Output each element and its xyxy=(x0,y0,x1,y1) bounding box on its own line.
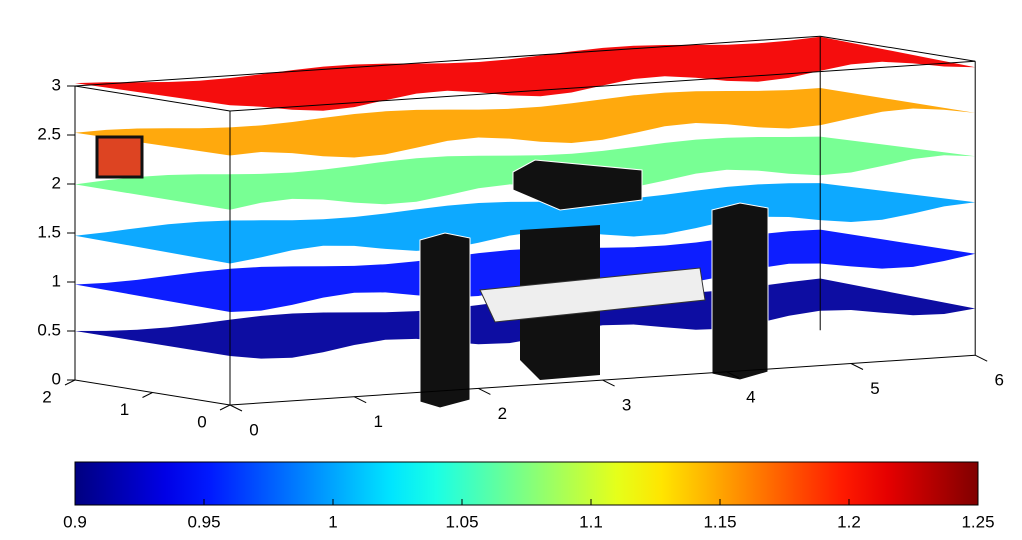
x-tick-label: 0 xyxy=(249,420,258,439)
x-tick xyxy=(478,388,490,394)
inlet xyxy=(97,137,142,177)
colorbar-tick-label: 1 xyxy=(328,512,337,531)
y-tick xyxy=(220,405,230,410)
colorbar-tick-label: 0.9 xyxy=(63,512,87,531)
y-tick-label: 0 xyxy=(197,412,206,431)
x-tick-label: 6 xyxy=(994,371,1003,390)
y-tick-label: 1 xyxy=(120,400,129,419)
x-tick-label: 5 xyxy=(870,379,879,398)
x-tick xyxy=(975,355,987,361)
y-tick xyxy=(143,393,153,398)
colorbar xyxy=(75,462,978,505)
z-tick-label: 1 xyxy=(52,271,61,290)
colorbar-tick-label: 0.95 xyxy=(187,512,220,531)
colorbar-tick-label: 1.1 xyxy=(579,512,603,531)
obstacle xyxy=(420,233,470,408)
z-tick-label: 1.5 xyxy=(37,222,61,241)
z-tick-label: 2 xyxy=(52,173,61,192)
z-tick-label: 2.5 xyxy=(37,124,61,143)
x-tick xyxy=(230,405,242,411)
colorbar-tick-label: 1.2 xyxy=(837,512,861,531)
colorbar-tick-label: 1.15 xyxy=(703,512,736,531)
chart: 00.511.522.5301201234560.90.9511.051.11.… xyxy=(0,0,1022,540)
x-tick-label: 2 xyxy=(498,404,507,423)
colorbar-tick-label: 1.25 xyxy=(961,512,994,531)
obstacle xyxy=(712,203,768,380)
x-tick xyxy=(851,364,863,370)
y-tick-label: 2 xyxy=(42,387,51,406)
x-tick xyxy=(354,397,366,403)
colorbar-tick-label: 1.05 xyxy=(445,512,478,531)
x-tick-label: 1 xyxy=(373,412,382,431)
z-tick-label: 0 xyxy=(52,369,61,388)
x-tick xyxy=(603,380,615,386)
z-tick-label: 0.5 xyxy=(37,320,61,339)
x-tick-label: 4 xyxy=(746,387,755,406)
x-tick-label: 3 xyxy=(622,396,631,415)
y-tick xyxy=(65,380,75,385)
z-tick-label: 3 xyxy=(52,75,61,94)
